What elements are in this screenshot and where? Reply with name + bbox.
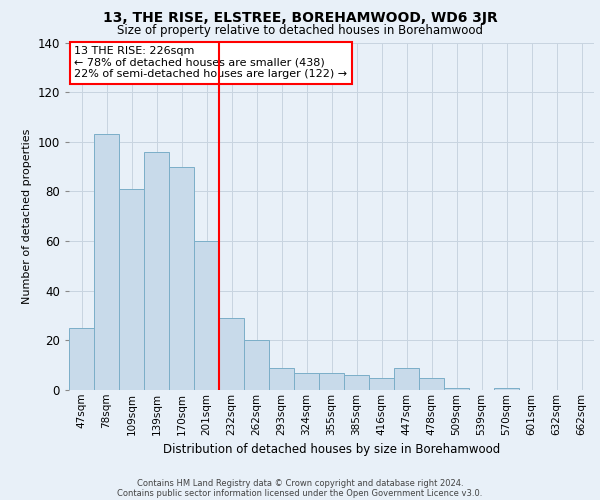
Y-axis label: Number of detached properties: Number of detached properties — [22, 128, 32, 304]
Bar — [194, 241, 219, 390]
Bar — [169, 166, 194, 390]
Bar — [344, 375, 369, 390]
Text: Contains public sector information licensed under the Open Government Licence v3: Contains public sector information licen… — [118, 488, 482, 498]
Bar — [294, 372, 319, 390]
Bar — [94, 134, 119, 390]
Bar — [269, 368, 294, 390]
Bar — [444, 388, 469, 390]
Text: Contains HM Land Registry data © Crown copyright and database right 2024.: Contains HM Land Registry data © Crown c… — [137, 478, 463, 488]
Bar — [494, 388, 519, 390]
Text: Size of property relative to detached houses in Borehamwood: Size of property relative to detached ho… — [117, 24, 483, 37]
Bar — [394, 368, 419, 390]
Bar — [419, 378, 444, 390]
Bar — [119, 189, 144, 390]
Bar — [369, 378, 394, 390]
Bar — [244, 340, 269, 390]
Bar — [69, 328, 94, 390]
X-axis label: Distribution of detached houses by size in Borehamwood: Distribution of detached houses by size … — [163, 443, 500, 456]
Bar — [319, 372, 344, 390]
Bar — [144, 152, 169, 390]
Text: 13 THE RISE: 226sqm
← 78% of detached houses are smaller (438)
22% of semi-detac: 13 THE RISE: 226sqm ← 78% of detached ho… — [74, 46, 347, 79]
Bar — [219, 318, 244, 390]
Text: 13, THE RISE, ELSTREE, BOREHAMWOOD, WD6 3JR: 13, THE RISE, ELSTREE, BOREHAMWOOD, WD6 … — [103, 11, 497, 25]
